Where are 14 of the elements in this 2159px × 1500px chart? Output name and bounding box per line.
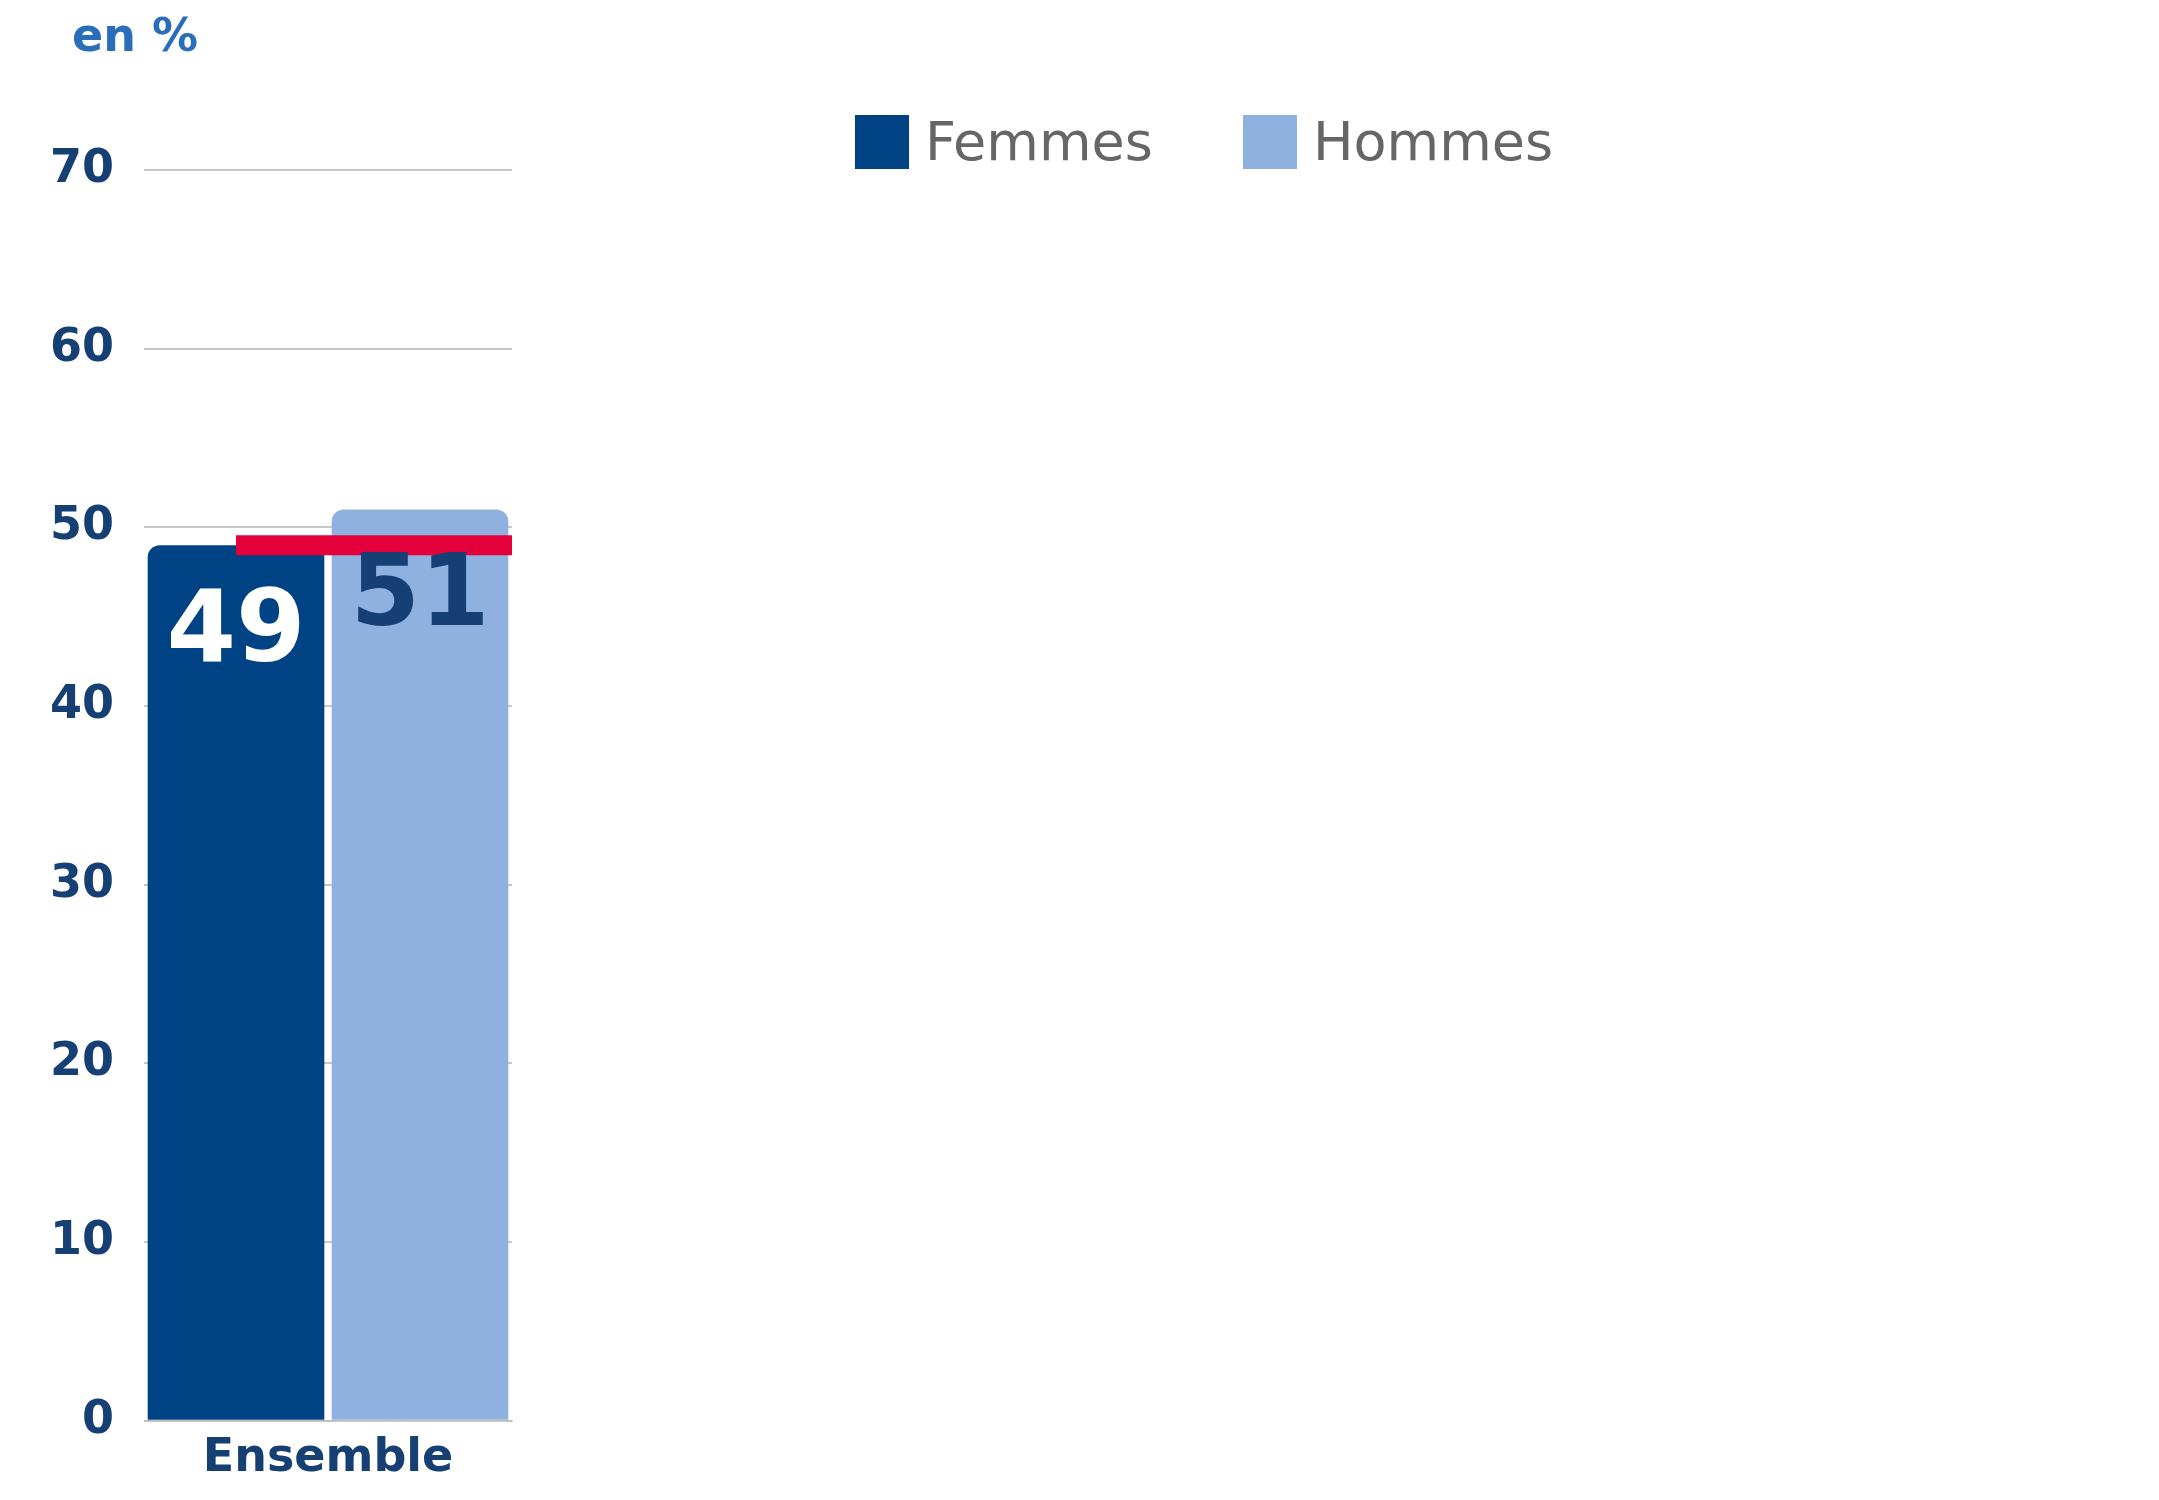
y-axis-title: en % bbox=[72, 8, 199, 62]
x-tick-label: Ensemble bbox=[202, 1428, 454, 1483]
legend-label: Femmes bbox=[925, 110, 1153, 173]
data-label: 51 bbox=[350, 532, 490, 650]
y-tick-label: 30 bbox=[50, 853, 115, 908]
legend-label: Hommes bbox=[1312, 110, 1554, 173]
y-tick-label: 0 bbox=[82, 1389, 115, 1444]
data-label: 49 bbox=[166, 568, 306, 686]
y-tick-label: 60 bbox=[50, 317, 115, 372]
y-tick-label: 50 bbox=[50, 496, 115, 551]
y-tick-label: 40 bbox=[50, 675, 115, 730]
y-tick-label: 10 bbox=[50, 1211, 115, 1266]
y-tick-label: 70 bbox=[50, 138, 115, 193]
y-tick-label: 20 bbox=[50, 1032, 115, 1087]
